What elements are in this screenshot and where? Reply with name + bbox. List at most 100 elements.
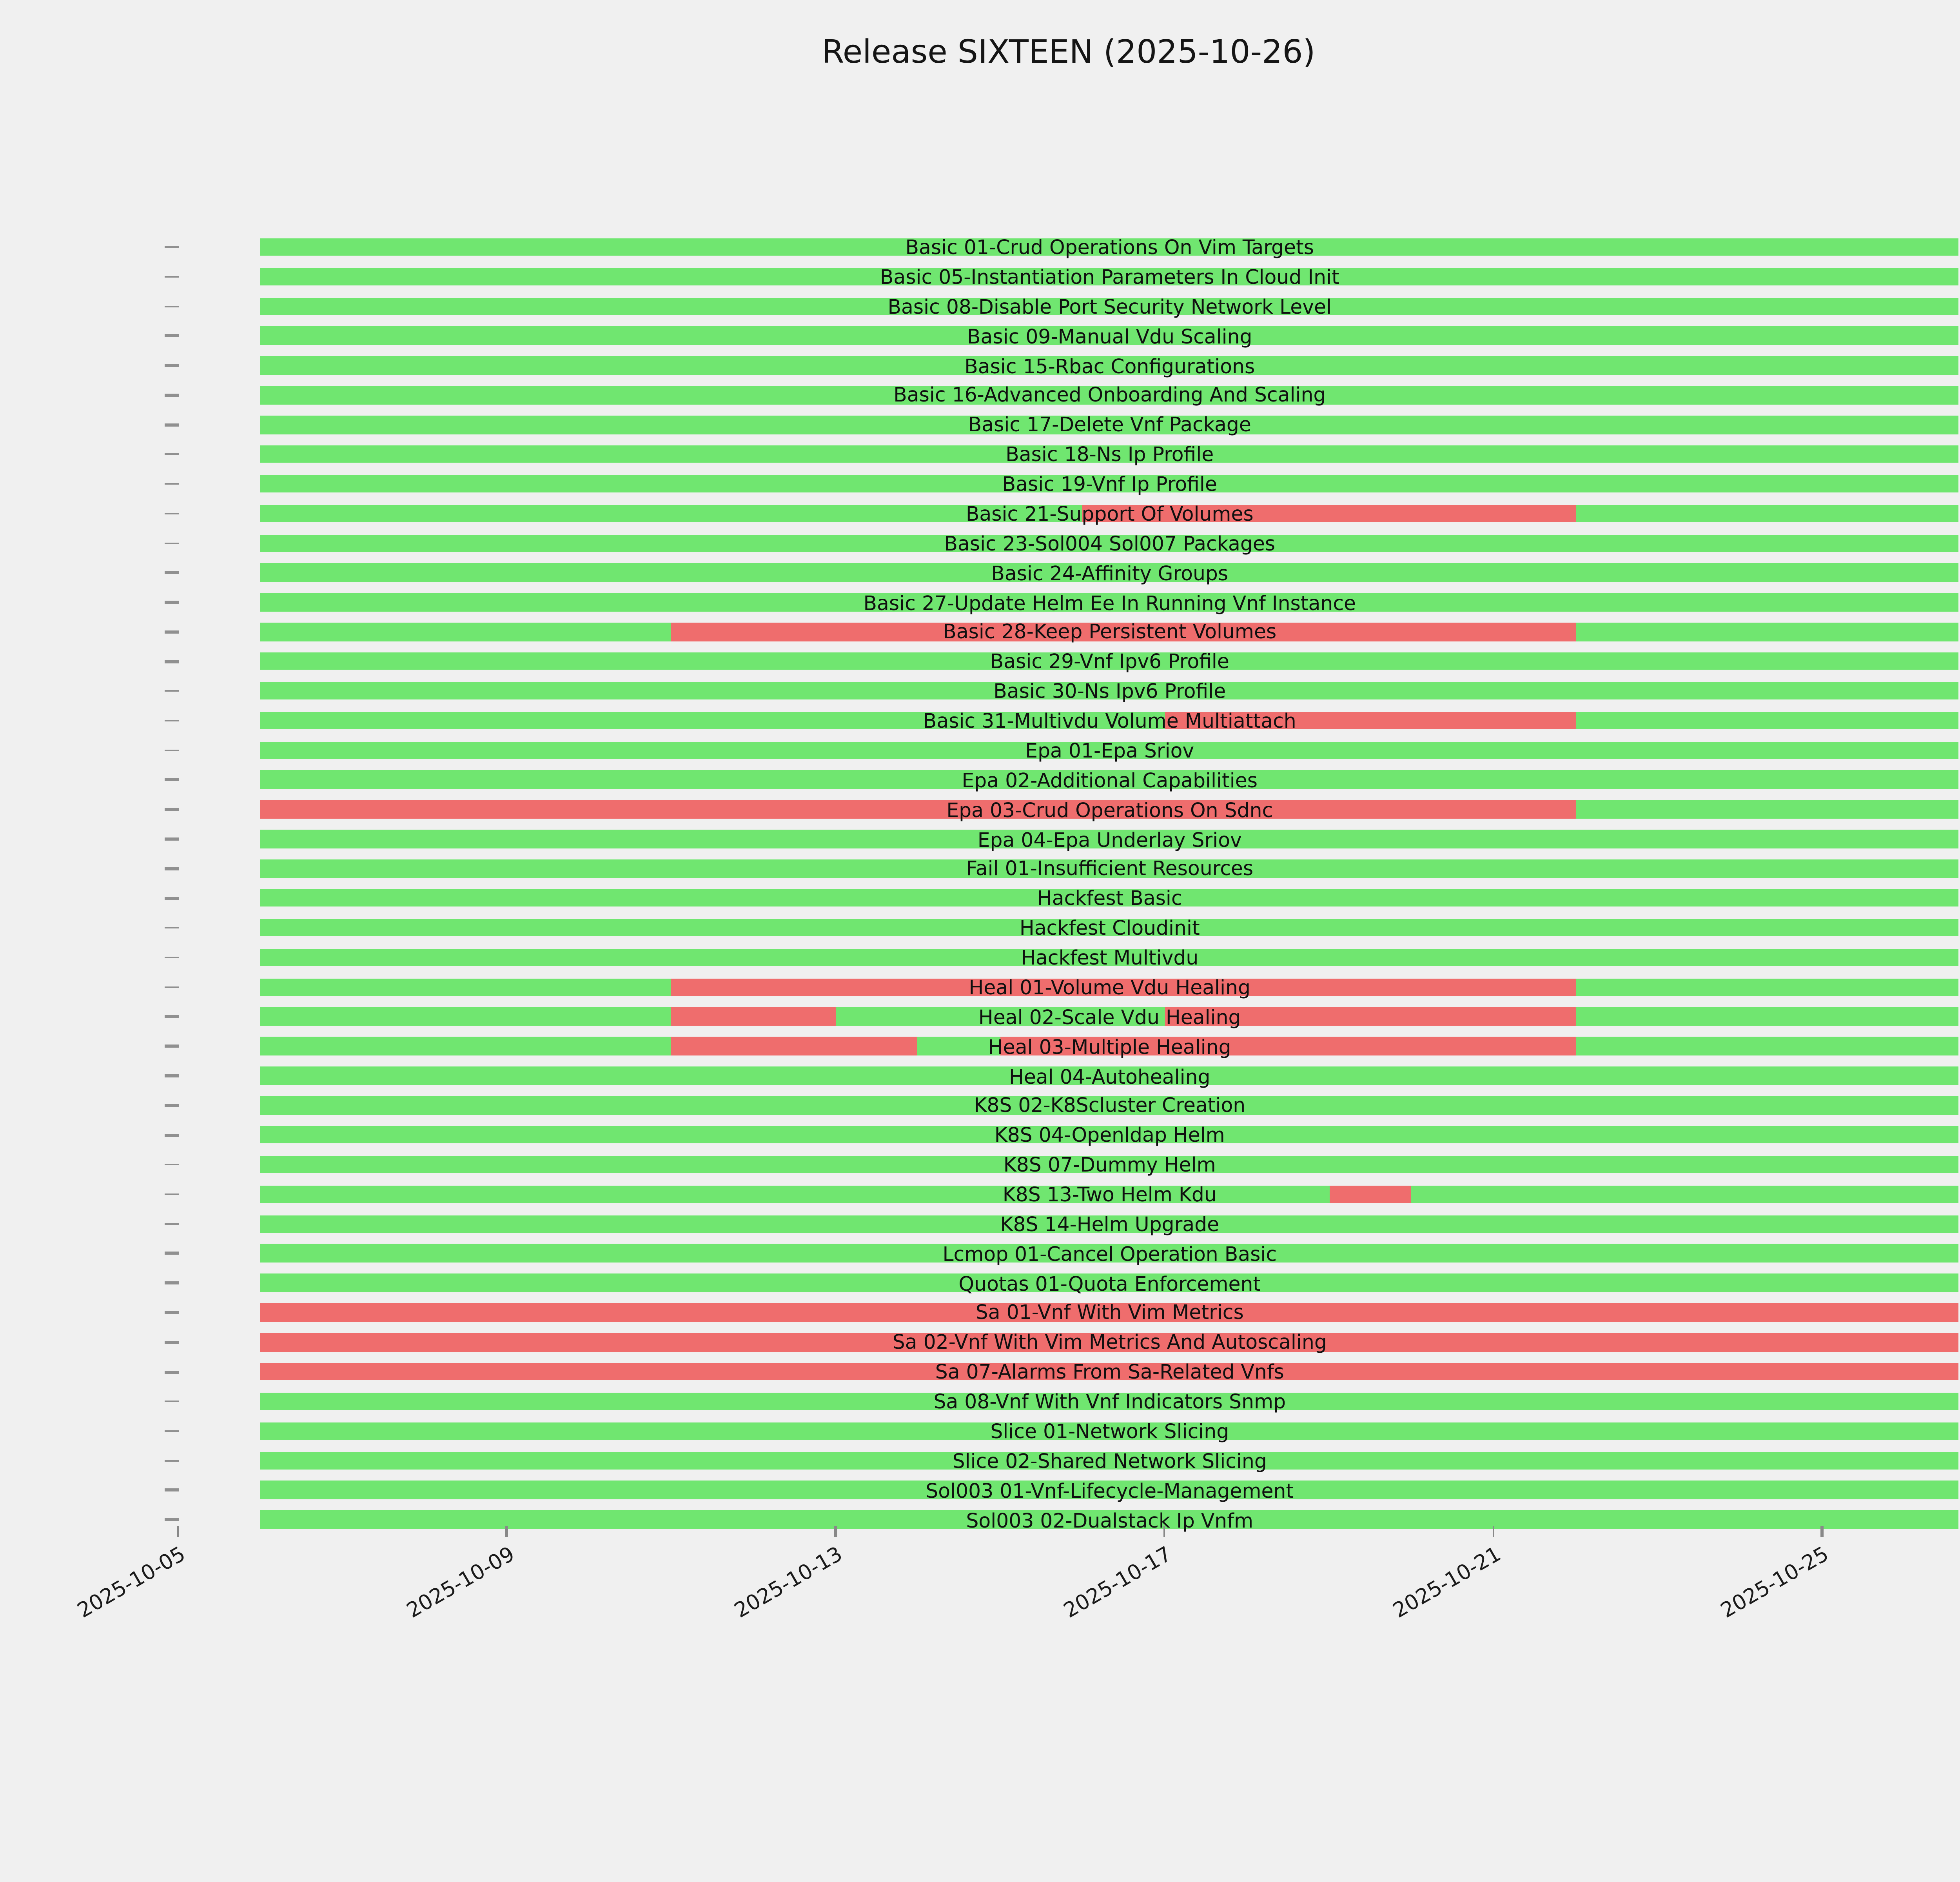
- task-label: Basic 05-Instantiation Parameters In Clo…: [880, 265, 1339, 289]
- task-bar-pass: [260, 416, 1959, 434]
- task-row: Basic 08-Disable Port Security Network L…: [0, 291, 1960, 321]
- x-axis-tick: [177, 1526, 179, 1537]
- y-axis-tick: [165, 956, 179, 959]
- y-axis-tick: [165, 1311, 179, 1314]
- task-bar-pass: [260, 1007, 1959, 1026]
- y-axis-tick: [165, 867, 179, 870]
- task-row: Hackfest Basic: [0, 883, 1960, 913]
- task-bar-pass: [260, 386, 1959, 404]
- y-axis-tick: [165, 1252, 179, 1255]
- task-row: K8S 04-Openldap Helm: [0, 1120, 1960, 1150]
- task-row: Basic 28-Keep Persistent Volumes: [0, 617, 1960, 647]
- task-bar-fail-segment: [260, 800, 1576, 819]
- task-row: Heal 04-Autohealing: [0, 1061, 1960, 1090]
- y-axis-tick: [165, 630, 179, 633]
- y-axis-tick: [165, 483, 179, 485]
- x-axis-tick: [1163, 1526, 1166, 1537]
- task-bar-pass: [260, 1392, 1959, 1411]
- task-label: Lcmop 01-Cancel Operation Basic: [942, 1241, 1277, 1265]
- y-axis-tick: [165, 1459, 179, 1462]
- task-label: Basic 21-Support Of Volumes: [965, 501, 1254, 525]
- task-bar-pass: [260, 741, 1959, 759]
- task-label: Basic 08-Disable Port Security Network L…: [887, 294, 1332, 318]
- y-axis-tick: [165, 1282, 179, 1284]
- y-axis-tick: [165, 778, 179, 781]
- task-bar-pass: [260, 1274, 1959, 1292]
- y-axis-tick: [165, 601, 179, 604]
- task-row: K8S 14-Helm Upgrade: [0, 1209, 1960, 1239]
- task-bar-fail-segment: [260, 1333, 1959, 1352]
- task-row: K8S 07-Dummy Helm: [0, 1150, 1960, 1179]
- task-row: Basic 23-Sol004 Sol007 Packages: [0, 528, 1960, 558]
- task-label: Basic 17-Delete Vnf Package: [968, 413, 1251, 437]
- task-bar-pass: [260, 534, 1959, 552]
- task-label: Fail 01-Insufficient Resources: [966, 857, 1254, 881]
- task-label: Heal 02-Scale Vdu Healing: [978, 1005, 1241, 1029]
- y-axis-tick: [165, 1015, 179, 1018]
- task-row: Epa 01-Epa Sriov: [0, 736, 1960, 765]
- task-bar-pass: [260, 267, 1959, 286]
- task-bar-fail-segment: [1000, 1037, 1576, 1055]
- task-bar-fail-segment: [260, 1362, 1959, 1381]
- y-axis-tick: [165, 690, 179, 692]
- task-label: Basic 27-Update Helm Ee In Running Vnf I…: [863, 590, 1356, 614]
- chart-title: Release SIXTEEN (2025-10-26): [822, 33, 1316, 71]
- y-axis-tick: [165, 571, 179, 574]
- x-axis-tick-label: 2025-10-05: [74, 1543, 190, 1624]
- y-axis-tick: [165, 837, 179, 841]
- x-axis-tick-label: 2025-10-21: [1389, 1543, 1505, 1624]
- task-bar-pass: [260, 889, 1959, 907]
- task-label: K8S 13-Two Helm Kdu: [1002, 1183, 1217, 1206]
- x-axis-tick-label: 2025-10-25: [1718, 1543, 1834, 1624]
- task-bar-pass: [260, 652, 1959, 670]
- y-axis-tick: [165, 542, 179, 545]
- task-label: K8S 02-K8Scluster Creation: [974, 1094, 1246, 1117]
- task-bar-pass: [260, 238, 1959, 256]
- task-label: Hackfest Multivdu: [1021, 946, 1199, 970]
- task-row: Basic 18-Ns Ip Profile: [0, 440, 1960, 469]
- task-row: Sol003 01-Vnf-Lifecycle-Management: [0, 1475, 1960, 1505]
- task-label: Basic 28-Keep Persistent Volumes: [943, 620, 1277, 644]
- task-label: Basic 01-Crud Operations On Vim Targets: [905, 235, 1314, 259]
- task-row: Sol003 02-Dualstack Ip Vnfm: [0, 1505, 1960, 1534]
- task-bar-pass: [260, 919, 1959, 937]
- task-label: Sa 08-Vnf With Vnf Indicators Snmp: [933, 1390, 1286, 1413]
- y-axis-tick: [165, 1370, 179, 1373]
- task-label: Basic 24-Affinity Groups: [991, 561, 1229, 585]
- y-axis-tick: [165, 423, 179, 426]
- task-bar-fail-segment: [1082, 504, 1576, 523]
- y-axis-tick: [165, 1400, 179, 1403]
- task-row: Heal 01-Volume Vdu Healing: [0, 972, 1960, 1002]
- task-bar-pass: [260, 830, 1959, 848]
- y-axis-tick: [165, 897, 179, 900]
- y-axis-tick: [165, 1134, 179, 1137]
- task-label: Basic 30-Ns Ipv6 Profile: [993, 679, 1226, 703]
- task-label: Heal 01-Volume Vdu Healing: [969, 975, 1251, 999]
- y-axis-tick: [165, 986, 179, 988]
- task-row: Epa 02-Additional Capabilities: [0, 765, 1960, 794]
- task-row: Sa 02-Vnf With Vim Metrics And Autoscali…: [0, 1327, 1960, 1357]
- y-axis-tick: [165, 1045, 179, 1048]
- task-row: Sa 08-Vnf With Vnf Indicators Snmp: [0, 1386, 1960, 1416]
- task-label: Slice 02-Shared Network Slicing: [952, 1449, 1267, 1473]
- task-bar-pass: [260, 1215, 1959, 1233]
- y-axis-tick: [165, 1489, 179, 1491]
- y-axis-tick: [165, 1104, 179, 1107]
- y-axis-tick: [165, 660, 179, 663]
- task-label: Sa 02-Vnf With Vim Metrics And Autoscali…: [892, 1330, 1327, 1354]
- task-label: Basic 16-Advanced Onboarding And Scaling: [893, 383, 1326, 407]
- x-axis-tick-label: 2025-10-17: [1060, 1543, 1176, 1624]
- task-row: Sa 01-Vnf With Vim Metrics: [0, 1298, 1960, 1327]
- task-row: Basic 19-Vnf Ip Profile: [0, 469, 1960, 498]
- task-row: Lcmop 01-Cancel Operation Basic: [0, 1239, 1960, 1268]
- task-bar-pass: [260, 682, 1959, 700]
- task-bar-fail-segment: [671, 1007, 836, 1026]
- task-label: Basic 31-Multivdu Volume Multiattach: [923, 709, 1296, 733]
- task-bar-pass: [260, 1481, 1959, 1499]
- task-label: K8S 14-Helm Upgrade: [1000, 1212, 1220, 1236]
- task-row: Basic 24-Affinity Groups: [0, 558, 1960, 587]
- task-bar-fail-segment: [671, 1037, 918, 1055]
- task-row: Hackfest Cloudinit: [0, 913, 1960, 943]
- task-row: Basic 17-Delete Vnf Package: [0, 410, 1960, 439]
